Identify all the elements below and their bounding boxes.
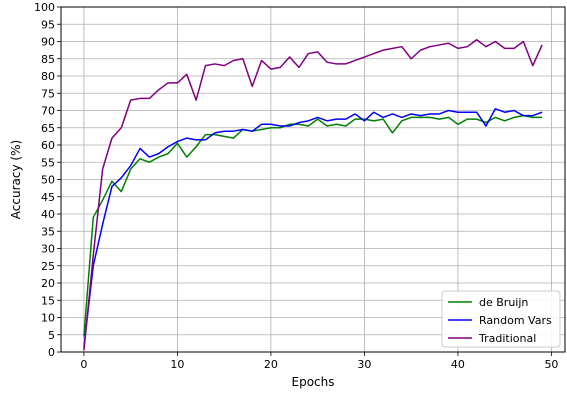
series-line-random-vars [83, 108, 543, 347]
y-tick-label: 30 [41, 243, 55, 256]
series-lines [83, 39, 543, 351]
y-tick-label: 100 [34, 1, 55, 14]
y-tick-label: 45 [41, 191, 55, 204]
y-tick-label: 80 [41, 70, 55, 83]
y-axis-ticks: 0 5 10 15 20 25 30 35 40 45 50 55 60 65 70 75 80 85 90 95 10… [34, 1, 61, 359]
y-tick-label: 0 [48, 346, 55, 359]
x-axis-label: Epochs [292, 375, 335, 389]
y-tick-label: 10 [41, 312, 55, 325]
y-tick-label: 50 [41, 174, 55, 187]
x-tick-label: 40 [451, 358, 465, 371]
y-tick-label: 90 [41, 36, 55, 49]
x-tick-label: 50 [544, 358, 558, 371]
y-axis-label: Accuracy (%) [9, 140, 23, 219]
x-tick-label: 0 [80, 358, 87, 371]
x-axis-ticks: 0 10 20 30 40 50 [80, 352, 558, 371]
legend-label: Traditional [478, 332, 536, 345]
y-tick-label: 25 [41, 260, 55, 273]
y-tick-label: 35 [41, 225, 55, 238]
x-tick-label: 10 [170, 358, 184, 371]
y-tick-label: 40 [41, 208, 55, 221]
y-tick-label: 70 [41, 105, 55, 118]
y-tick-label: 55 [41, 156, 55, 169]
series-line-de-bruijn [83, 114, 543, 337]
y-tick-label: 95 [41, 18, 55, 31]
legend: de Bruijn Random Vars Traditional [441, 290, 561, 348]
legend-label: de Bruijn [479, 296, 528, 309]
grid-lines [61, 6, 565, 353]
y-tick-label: 20 [41, 277, 55, 290]
y-tick-label: 65 [41, 122, 55, 135]
x-tick-label: 20 [264, 358, 278, 371]
y-tick-label: 15 [41, 294, 55, 307]
legend-label: Random Vars [479, 314, 552, 327]
y-tick-label: 75 [41, 87, 55, 100]
series-line-traditional [83, 39, 543, 351]
x-tick-label: 30 [357, 358, 371, 371]
y-tick-label: 85 [41, 53, 55, 66]
y-tick-label: 5 [48, 329, 55, 342]
legend-box [441, 290, 561, 348]
y-tick-label: 60 [41, 139, 55, 152]
